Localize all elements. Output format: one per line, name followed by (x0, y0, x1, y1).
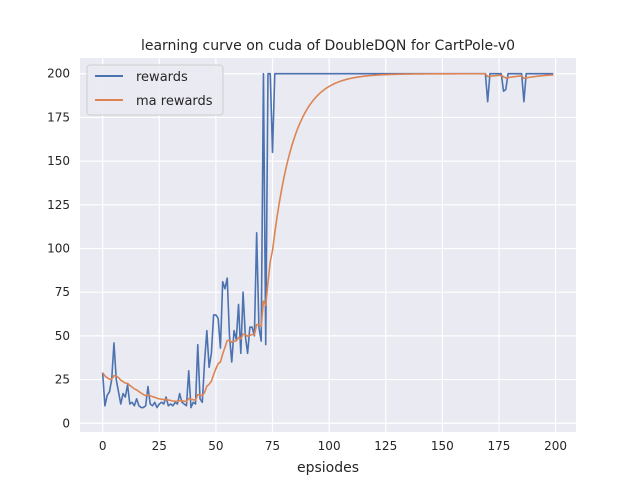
legend-label-rewards: rewards (136, 70, 188, 85)
plot-background (80, 58, 576, 432)
x-tick-label: 175 (488, 439, 511, 453)
legend-label-ma-rewards: ma rewards (136, 94, 213, 109)
y-tick-label: 100 (47, 241, 70, 255)
x-tick-label: 25 (152, 439, 167, 453)
ma-rewards-line (101, 72, 554, 403)
x-tick-label: 75 (265, 439, 280, 453)
legend: rewards ma rewards (86, 64, 224, 116)
grid (80, 58, 576, 432)
series-lines (101, 72, 554, 409)
tick-labels: 0 25 50 75 100 125 150 175 200 0 25 50 75 100 125 150 17… (47, 67, 567, 453)
x-axis-label: epsiodes (297, 460, 359, 476)
legend-box (86, 64, 224, 116)
y-tick-label: 175 (47, 110, 70, 124)
y-tick-label: 150 (47, 154, 70, 168)
x-tick-label: 125 (374, 439, 397, 453)
y-tick-label: 0 (62, 416, 70, 430)
y-tick-label: 200 (47, 67, 70, 81)
y-tick-label: 125 (47, 198, 70, 212)
x-tick-label: 0 (99, 439, 107, 453)
y-tick-label: 75 (55, 285, 70, 299)
x-tick-label: 200 (544, 439, 567, 453)
x-tick-label: 50 (208, 439, 223, 453)
x-tick-label: 100 (318, 439, 341, 453)
x-tick-label: 150 (431, 439, 454, 453)
y-tick-label: 50 (55, 329, 70, 343)
y-tick-label: 25 (55, 373, 70, 387)
chart-title: learning curve on cuda of DoubleDQN for … (141, 38, 515, 54)
